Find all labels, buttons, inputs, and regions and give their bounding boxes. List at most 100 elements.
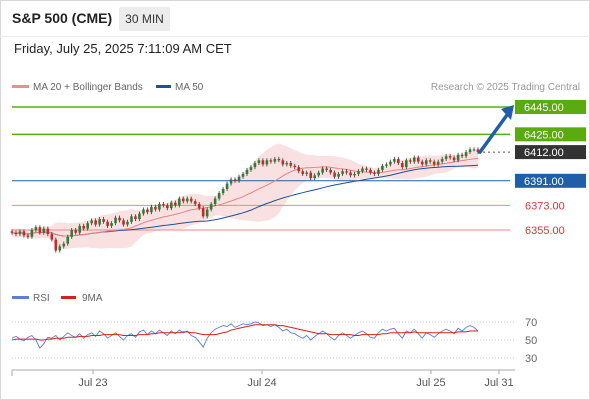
candle-body-29 [126, 221, 129, 225]
candle-body-56 [233, 179, 237, 181]
candle-body-52 [217, 193, 221, 199]
timeframe-badge[interactable]: 30 MIN [119, 7, 170, 31]
candle-body-4 [26, 235, 30, 237]
candle-body-45 [189, 198, 193, 202]
candle-body-12 [58, 246, 62, 251]
candle-body-27 [118, 217, 121, 221]
candle-body-14 [66, 236, 70, 244]
rsi-legend-label: RSI [33, 293, 50, 304]
candle-body-87 [357, 171, 360, 174]
level-label-bg-2 [515, 145, 586, 160]
instrument-title: S&P 500 (CME) [12, 10, 113, 26]
rsi-tick-0: 70 [525, 317, 537, 329]
rsi-panel: 70 50 30 [11, 317, 537, 365]
candle-body-61 [253, 163, 257, 168]
candle-body-38 [162, 204, 165, 206]
candle-body-64 [265, 160, 269, 165]
candle-body-36 [154, 206, 157, 210]
candle-body-115 [468, 149, 472, 153]
level-label-1: 6425.00 [524, 129, 564, 141]
projection-arrow [478, 105, 514, 154]
candle-body-75 [309, 172, 313, 179]
candle-body-63 [261, 160, 265, 165]
candle-body-32 [138, 213, 141, 220]
candle-body-98 [401, 163, 404, 168]
candle-body-82 [337, 173, 340, 177]
bollinger-band-area [12, 143, 478, 250]
candle-body-105 [428, 160, 432, 162]
candle-body-73 [301, 171, 305, 174]
candle-body-69 [285, 163, 289, 165]
level-label-bg-0 [515, 100, 586, 114]
candle-body-72 [297, 167, 301, 172]
ma50-legend-swatch [156, 85, 171, 88]
candle-body-103 [420, 161, 424, 165]
ma50-legend-label: MA 50 [175, 82, 204, 93]
candle-body-66 [273, 158, 277, 162]
candle-body-57 [237, 176, 241, 181]
candle-body-106 [432, 161, 436, 165]
candle-body-108 [440, 158, 444, 162]
candle-body-49 [205, 209, 209, 217]
candle-body-43 [181, 198, 185, 202]
candle-body-53 [221, 189, 225, 194]
candle-body-47 [197, 204, 201, 209]
rsi-tick-1: 50 [525, 335, 537, 347]
ma20-line [11, 157, 479, 237]
candle-body-11 [54, 239, 58, 251]
candle-body-104 [424, 160, 428, 165]
candle-body-83 [341, 171, 344, 174]
candle-body-3 [22, 231, 26, 236]
chart-header: S&P 500 (CME) 30 MIN [0, 0, 590, 36]
candle-body-0 [10, 231, 14, 233]
credit-text: Research © 2025 Trading Central [431, 82, 580, 93]
candle-body-37 [158, 204, 161, 210]
price-levels [12, 106, 510, 231]
candle-body-23 [102, 219, 105, 222]
candle-body-65 [269, 160, 273, 162]
level-label-4: 6373.00 [525, 200, 565, 212]
candle-body-20 [90, 220, 93, 224]
candle-body-114 [464, 152, 468, 157]
level-label-3: 6391.00 [524, 176, 564, 188]
candle-body-117 [476, 149, 480, 153]
candle-body-92 [377, 169, 380, 174]
candle-body-31 [134, 216, 137, 220]
level-label-2: 6412.00 [524, 147, 564, 159]
level-label-5: 6355.00 [525, 225, 565, 237]
x-tick-label-1: Jul 24 [247, 377, 276, 389]
candle-body-95 [389, 161, 392, 165]
candle-body-15 [70, 230, 74, 237]
candle-body-96 [393, 158, 396, 162]
rsi-ma-line [11, 324, 478, 341]
candle-body-44 [185, 198, 189, 202]
candle-body-55 [229, 179, 233, 184]
candle-body-76 [313, 175, 317, 179]
candle-body-26 [114, 217, 117, 224]
candle-body-81 [333, 172, 336, 177]
candle-body-67 [277, 158, 281, 161]
header-divider [0, 36, 590, 37]
candle-body-59 [245, 169, 249, 174]
level-label-bg-3 [515, 173, 586, 188]
candle-body-21 [94, 220, 97, 225]
candle-body-68 [281, 160, 285, 165]
candle-body-78 [321, 168, 324, 173]
candle-body-42 [177, 198, 181, 206]
candle-body-8 [42, 228, 46, 233]
x-tick-label-0: Jul 23 [78, 377, 107, 389]
candle-body-93 [381, 165, 384, 170]
rsi-ma-legend-swatch [61, 296, 76, 299]
candle-body-51 [213, 198, 217, 205]
rsi-ma-legend-label: 9MA [82, 293, 103, 304]
candle-body-116 [472, 149, 476, 151]
candle-body-13 [62, 243, 66, 247]
chart-timestamp: Friday, July 25, 2025 7:11:09 AM CET [14, 41, 232, 56]
candle-body-16 [74, 230, 78, 233]
candle-body-10 [50, 234, 54, 240]
candle-body-1 [14, 232, 18, 235]
candle-body-48 [201, 208, 205, 217]
candle-body-71 [293, 165, 297, 168]
candle-body-84 [345, 171, 348, 173]
candle-body-79 [325, 168, 328, 170]
